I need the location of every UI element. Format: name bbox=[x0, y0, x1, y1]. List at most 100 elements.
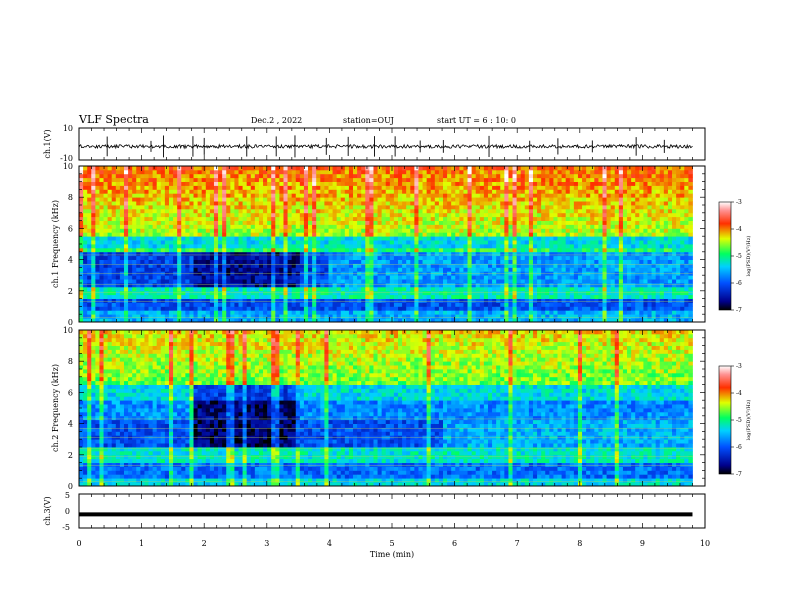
spectrogram-cell bbox=[316, 208, 321, 214]
spectrogram-cell bbox=[353, 236, 358, 241]
spectrogram-cell bbox=[160, 189, 166, 194]
spectrogram-cell bbox=[218, 224, 223, 229]
spectrogram-cell bbox=[312, 306, 317, 311]
spectrogram-cell bbox=[434, 247, 440, 253]
spectrogram-cell bbox=[545, 240, 550, 245]
spectrogram-cell bbox=[242, 228, 248, 233]
spectrogram-cell bbox=[565, 306, 571, 311]
spectrogram-cell bbox=[369, 205, 374, 210]
spectrogram-cell bbox=[107, 267, 113, 272]
spectrogram-cell bbox=[406, 286, 411, 292]
spectrogram-cell bbox=[443, 310, 448, 315]
spectrogram-cell bbox=[434, 251, 440, 257]
spectrogram-cell bbox=[365, 290, 370, 296]
spectrogram-cell bbox=[279, 236, 284, 241]
spectrogram-cell bbox=[164, 302, 170, 307]
spectrogram-cell bbox=[185, 197, 190, 202]
spectrogram-cell bbox=[377, 302, 383, 307]
spectrogram-cell bbox=[79, 185, 84, 190]
spectrogram-cell bbox=[393, 224, 399, 229]
spectrogram-cell bbox=[283, 240, 288, 245]
spectrogram-cell bbox=[340, 283, 346, 288]
spectrogram-cell bbox=[385, 224, 391, 229]
spectrogram-cell bbox=[500, 208, 505, 214]
spectrogram-cell bbox=[332, 240, 338, 245]
spectrogram-cell bbox=[168, 224, 174, 229]
spectrogram-cell bbox=[295, 263, 301, 268]
spectrogram-cell bbox=[348, 251, 354, 257]
spectrogram-cell bbox=[438, 236, 444, 241]
spectrogram-cell bbox=[369, 212, 374, 218]
spectrogram-cell bbox=[128, 185, 133, 190]
spectrogram-cell bbox=[295, 240, 301, 245]
spectrogram-cell bbox=[148, 216, 154, 221]
spectrogram-cell bbox=[189, 259, 194, 264]
spectrogram-cell bbox=[528, 220, 534, 225]
spectrogram-cell bbox=[136, 318, 141, 323]
spectrogram-cell bbox=[406, 208, 411, 214]
spectrogram-cell bbox=[504, 283, 509, 288]
spectrogram-cell bbox=[369, 263, 374, 268]
spectrogram-cell bbox=[132, 286, 137, 292]
spectrogram-cell bbox=[410, 302, 415, 307]
spectrogram-cell bbox=[557, 306, 562, 311]
spectrogram-cell bbox=[91, 169, 96, 175]
spectrogram-cell bbox=[144, 232, 149, 237]
spectrogram-cell bbox=[201, 267, 207, 272]
spectrogram-cell bbox=[332, 290, 338, 296]
spectrogram-cell bbox=[496, 205, 501, 210]
spectrogram-cell bbox=[275, 185, 280, 190]
spectrogram-cell bbox=[565, 177, 571, 182]
spectrogram-cell bbox=[483, 267, 489, 272]
spectrogram-cell bbox=[385, 283, 391, 288]
spectrogram-cell bbox=[508, 236, 513, 241]
spectrogram-cell bbox=[402, 232, 407, 237]
spectrogram-cell bbox=[467, 220, 473, 225]
spectrogram-cell bbox=[295, 283, 301, 288]
spectrogram-cell bbox=[324, 212, 329, 218]
spectrogram-cell bbox=[422, 212, 428, 218]
spectrogram-cell bbox=[324, 224, 329, 229]
spectrogram-cell bbox=[213, 189, 219, 194]
spectrogram-cell bbox=[144, 263, 149, 268]
spectrogram-cell bbox=[263, 212, 268, 218]
spectrogram-cell bbox=[123, 251, 129, 257]
spectrogram-cell bbox=[569, 166, 575, 171]
spectrogram-cell bbox=[263, 228, 268, 233]
spectrogram-cell bbox=[287, 169, 293, 175]
spectrogram-cell bbox=[402, 290, 407, 296]
spectrogram-cell bbox=[123, 197, 129, 202]
spectrogram-cell bbox=[381, 294, 387, 299]
spectrogram-cell bbox=[471, 193, 477, 198]
spectrogram-cell bbox=[299, 302, 305, 307]
spectrogram-cell bbox=[328, 251, 333, 257]
spectrogram-cell bbox=[185, 169, 190, 175]
spectrogram-cell bbox=[242, 212, 248, 218]
spectrogram-cell bbox=[287, 236, 293, 241]
spectrogram-cell bbox=[132, 201, 137, 206]
spectrogram-cell bbox=[218, 212, 223, 218]
spectrogram-cell bbox=[549, 220, 554, 225]
spectrogram-cell bbox=[234, 173, 239, 179]
spectrogram-cell bbox=[205, 236, 211, 241]
spectrogram-cell bbox=[496, 236, 501, 241]
spectrogram-cell bbox=[213, 220, 219, 225]
spectrogram-cell bbox=[353, 255, 358, 260]
spectrogram-cell bbox=[308, 298, 313, 303]
spectrogram-cell bbox=[320, 181, 325, 186]
spectrogram-cell bbox=[254, 173, 260, 179]
spectrogram-cell bbox=[381, 247, 387, 253]
spectrogram-cell bbox=[336, 314, 342, 319]
spectrogram-cell bbox=[320, 166, 325, 171]
spectrogram-cell bbox=[414, 267, 419, 272]
spectrogram-cell bbox=[144, 212, 149, 218]
spectrogram-cell bbox=[181, 201, 186, 206]
spectrogram-cell bbox=[471, 290, 477, 296]
spectrogram-cell bbox=[230, 314, 235, 319]
spectrogram-cell bbox=[504, 185, 509, 190]
spectrogram-cell bbox=[275, 255, 280, 260]
spectrogram-cell bbox=[193, 228, 199, 233]
spectrogram-cell bbox=[144, 306, 149, 311]
spectrogram-cell bbox=[434, 236, 440, 241]
spectrogram-cell bbox=[549, 244, 554, 249]
